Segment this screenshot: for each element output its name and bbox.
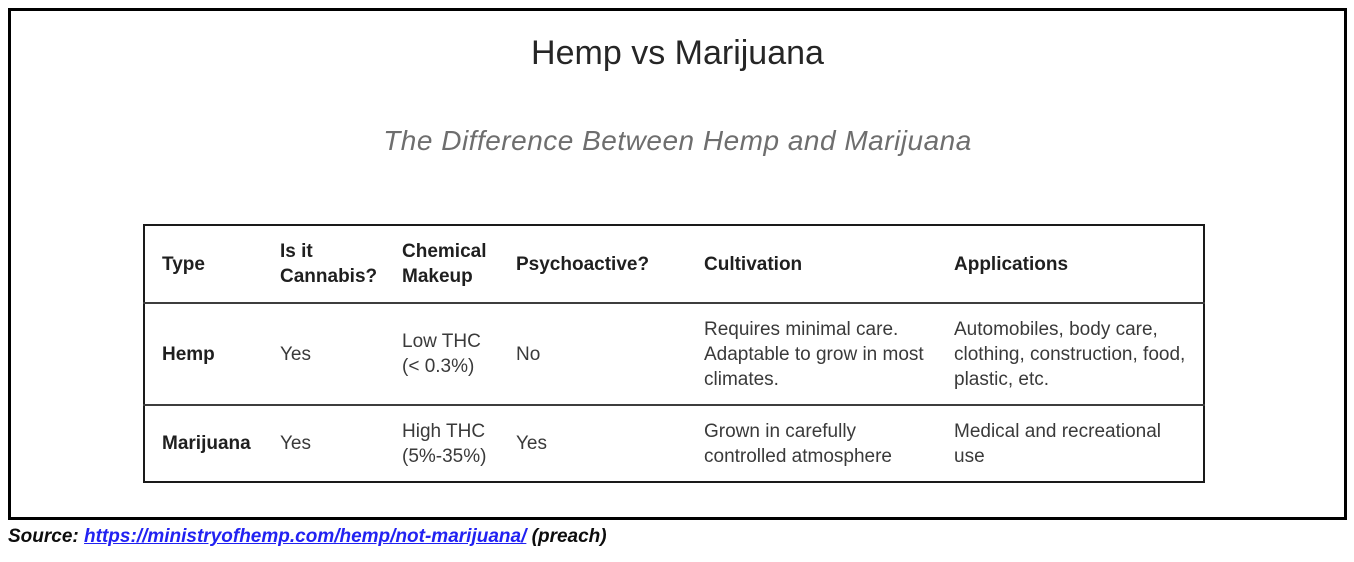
cell-hemp-type: Hemp — [162, 343, 215, 365]
column-header-cultivation: Cultivation — [704, 253, 803, 275]
column-header-cannabis: Is it Cannabis? — [280, 241, 378, 287]
table-row-hemp: Hemp Yes Low THC (< 0.3%) No Requires mi… — [144, 303, 1204, 405]
page-subtitle: The Difference Between Hemp and Marijuan… — [383, 125, 972, 156]
source-suffix: (preach) — [531, 526, 607, 547]
source-line: Source: https://ministryofhemp.com/hemp/… — [8, 524, 607, 550]
cell-marijuana-applications: Medical and recreational use — [954, 420, 1162, 467]
cell-hemp-cannabis: Yes — [280, 343, 311, 365]
cell-marijuana-cultivation: Grown in carefully controlled atmosphere — [704, 420, 892, 467]
column-header-chemical: Chemical Makeup — [402, 241, 487, 287]
source-label: Source: — [8, 526, 79, 547]
source-link[interactable]: https://ministryofhemp.com/hemp/not-mari… — [84, 526, 527, 547]
column-header-type: Type — [162, 253, 205, 275]
cell-marijuana-psychoactive: Yes — [516, 433, 547, 454]
cell-hemp-chemical: Low THC (< 0.3%) — [402, 331, 481, 377]
cell-hemp-psychoactive: No — [516, 343, 541, 365]
content-frame: Hemp vs Marijuana The Difference Between… — [8, 8, 1347, 520]
page-title: Hemp vs Marijuana — [531, 34, 824, 72]
cell-hemp-applications: Automobiles, body care, clothing, constr… — [954, 318, 1186, 390]
cell-marijuana-chemical: High THC (5%-35%) — [402, 420, 487, 467]
table-row-marijuana: Marijuana Yes High THC (5%-35%) Yes Grow… — [144, 405, 1204, 482]
cell-marijuana-cannabis: Yes — [280, 433, 311, 454]
cell-hemp-cultivation: Requires minimal care. Adaptable to grow… — [704, 318, 924, 390]
table-header-row: Type Is it Cannabis? Chemical Makeup Psy… — [144, 225, 1204, 303]
comparison-table: Type Is it Cannabis? Chemical Makeup Psy… — [143, 224, 1205, 483]
cell-marijuana-type: Marijuana — [162, 433, 251, 454]
column-header-psychoactive: Psychoactive? — [516, 253, 650, 275]
column-header-applications: Applications — [954, 253, 1069, 275]
